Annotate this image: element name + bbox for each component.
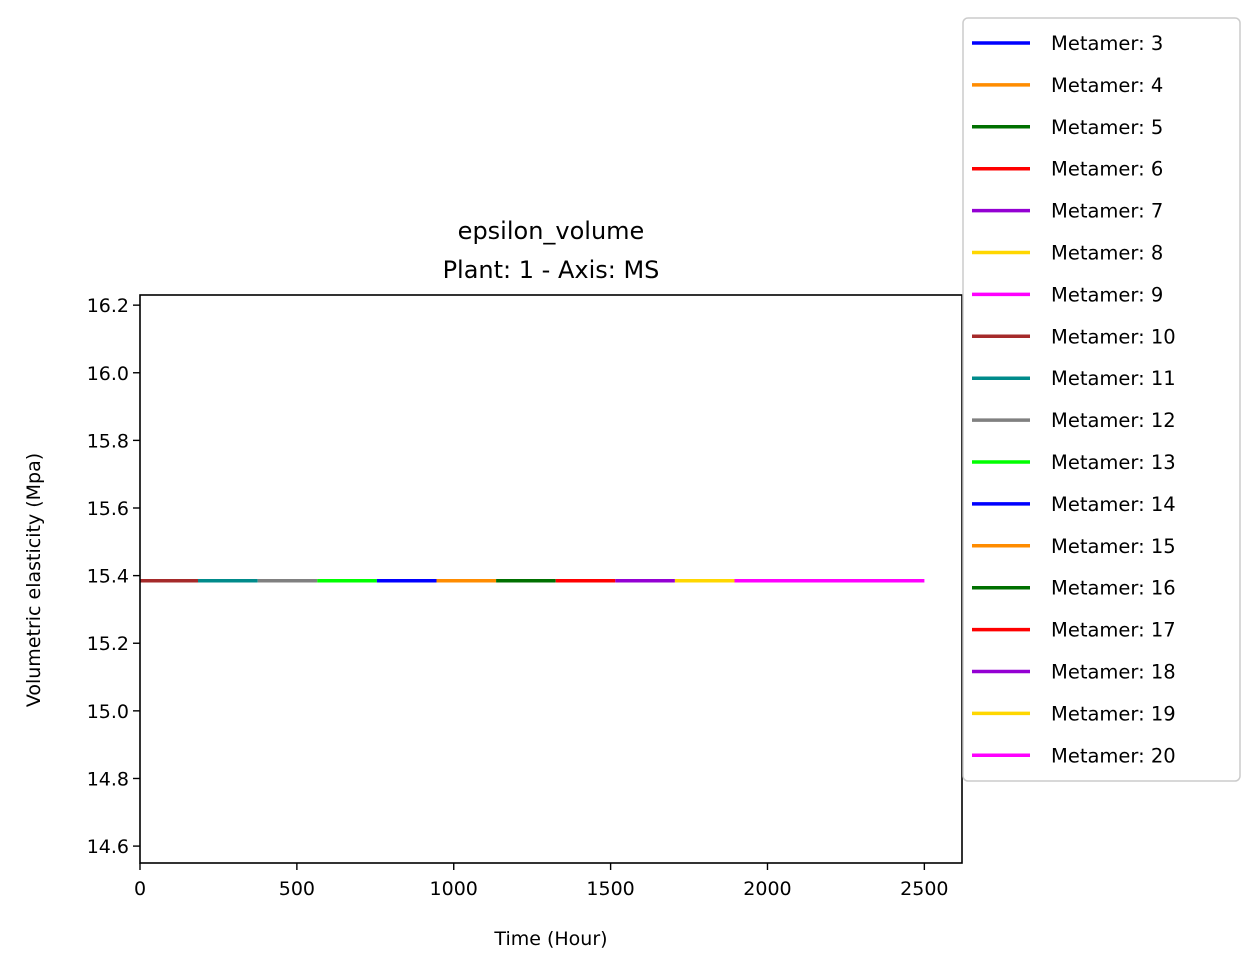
x-axis: 0 500 1000 1500 2000 2500 bbox=[134, 863, 949, 900]
y-tick-label: 15.8 bbox=[87, 430, 129, 452]
legend-entry-label: Metamer: 7 bbox=[1051, 200, 1163, 223]
legend-entry-label: Metamer: 12 bbox=[1051, 409, 1176, 432]
x-axis-label: Time (Hour) bbox=[493, 928, 607, 950]
legend-entry-label: Metamer: 14 bbox=[1051, 493, 1176, 516]
legend-entry-label: Metamer: 17 bbox=[1051, 619, 1176, 642]
y-tick-label: 16.0 bbox=[87, 363, 129, 385]
legend-frame bbox=[962, 17, 1241, 782]
x-tick-label: 500 bbox=[279, 878, 315, 900]
y-axis-label: Volumetric elasticity (Mpa) bbox=[23, 453, 45, 707]
y-axis: 14.6 14.8 15.0 15.2 15.4 15.6 15.8 16.0 16.2 bbox=[87, 295, 140, 858]
y-tick-label: 16.2 bbox=[87, 295, 129, 317]
legend-entry-label: Metamer: 13 bbox=[1051, 451, 1176, 474]
legend-entry-label: Metamer: 8 bbox=[1051, 242, 1163, 265]
x-tick-label: 1000 bbox=[430, 878, 478, 900]
legend-entry-label: Metamer: 4 bbox=[1051, 74, 1163, 97]
x-tick-label: 1500 bbox=[586, 878, 634, 900]
x-tick-label: 2500 bbox=[900, 878, 948, 900]
legend-entry-label: Metamer: 5 bbox=[1051, 116, 1163, 139]
y-tick-label: 15.6 bbox=[87, 498, 129, 520]
chart-subtitle: Plant: 1 - Axis: MS bbox=[443, 256, 660, 284]
legend-entry-label: Metamer: 19 bbox=[1051, 702, 1176, 725]
legend: Metamer: 3 Metamer: 4 Metamer: 5 Metamer: 6… bbox=[962, 17, 1241, 782]
y-tick-label: 14.6 bbox=[87, 836, 129, 858]
y-tick-label: 15.4 bbox=[87, 566, 129, 588]
legend-entry-label: Metamer: 6 bbox=[1051, 158, 1163, 181]
y-tick-label: 14.8 bbox=[87, 768, 129, 790]
plot-area-frame bbox=[139, 294, 963, 864]
chart-title: epsilon_volume bbox=[458, 217, 645, 245]
legend-entry-label: Metamer: 20 bbox=[1051, 744, 1176, 767]
y-tick-label: 15.2 bbox=[87, 633, 129, 655]
x-tick-label: 0 bbox=[134, 878, 146, 900]
legend-entry-label: Metamer: 9 bbox=[1051, 283, 1163, 306]
legend-entry-label: Metamer: 10 bbox=[1051, 325, 1176, 348]
x-tick-label: 2000 bbox=[743, 878, 791, 900]
y-tick-label: 15.0 bbox=[87, 701, 129, 723]
legend-entry-label: Metamer: 16 bbox=[1051, 577, 1176, 600]
legend-entry-label: Metamer: 18 bbox=[1051, 661, 1176, 684]
legend-entry-label: Metamer: 15 bbox=[1051, 535, 1176, 558]
legend-entry-label: Metamer: 3 bbox=[1051, 32, 1163, 55]
legend-entry-label: Metamer: 11 bbox=[1051, 367, 1176, 390]
